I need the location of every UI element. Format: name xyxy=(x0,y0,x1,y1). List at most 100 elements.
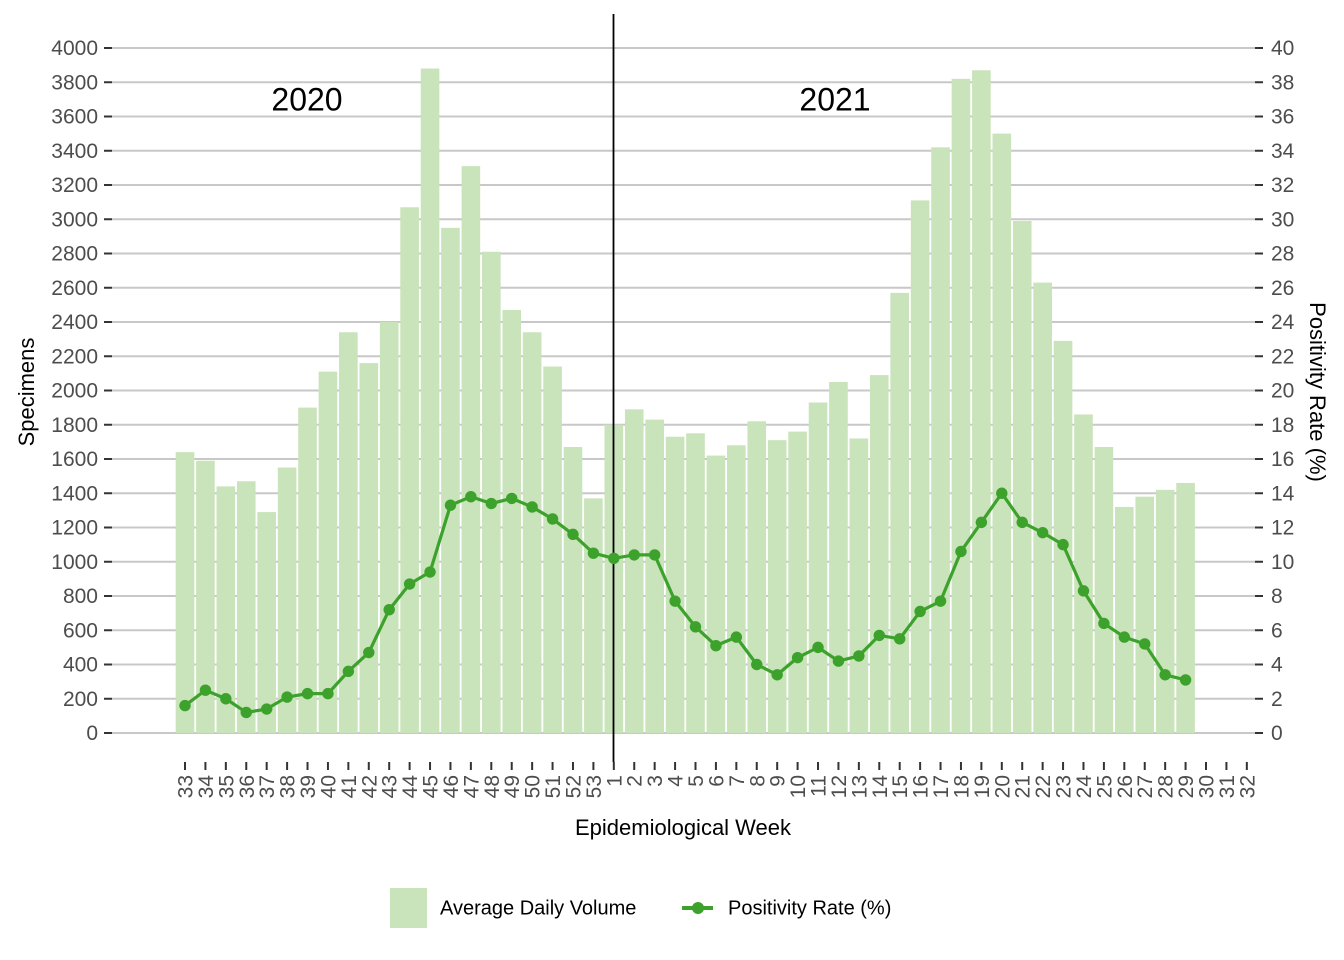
x-tick-label-1: 1 xyxy=(603,775,626,787)
x-tick-label-34: 34 xyxy=(195,775,218,799)
positivity-point-week-50 xyxy=(526,501,538,513)
bar-week-47 xyxy=(461,166,481,734)
bar-week-48 xyxy=(482,251,501,733)
x-tick-label-5: 5 xyxy=(685,775,708,787)
x-tick-label-24: 24 xyxy=(1073,775,1096,799)
bar-week-44 xyxy=(400,207,419,733)
positivity-point-week-17 xyxy=(934,595,947,607)
x-tick-label-33: 33 xyxy=(175,775,198,798)
positivity-point-week-14 xyxy=(873,629,885,642)
positivity-point-week-34 xyxy=(199,684,212,696)
left-tick-label-3200: 3200 xyxy=(51,174,98,197)
bar-week-20 xyxy=(992,133,1012,733)
right-tick-label-38: 38 xyxy=(1271,71,1294,94)
positivity-point-week-48 xyxy=(485,497,497,510)
right-tick-label-16: 16 xyxy=(1271,448,1294,471)
bar-week-23 xyxy=(1053,340,1073,733)
x-tick-label-29: 29 xyxy=(1175,775,1198,798)
bar-week-52 xyxy=(563,447,583,733)
positivity-point-week-5 xyxy=(689,621,702,633)
bar-week-37 xyxy=(257,512,276,733)
right-tick-label-12: 12 xyxy=(1271,517,1294,540)
positivity-point-week-22 xyxy=(1036,526,1049,539)
bar-week-10 xyxy=(788,431,807,733)
positivity-point-week-23 xyxy=(1057,538,1069,551)
bar-week-38 xyxy=(277,467,297,733)
x-tick-label-28: 28 xyxy=(1155,775,1178,798)
positivity-point-week-26 xyxy=(1118,631,1131,643)
x-tick-label-46: 46 xyxy=(440,775,463,798)
x-tick-label-22: 22 xyxy=(1032,775,1055,798)
right-tick-label-32: 32 xyxy=(1271,174,1294,197)
positivity-point-week-38 xyxy=(281,691,293,703)
x-tick-label-31: 31 xyxy=(1216,775,1239,798)
bar-week-25 xyxy=(1094,447,1114,733)
right-tick-label-22: 22 xyxy=(1271,345,1294,368)
left-tick-label-0: 0 xyxy=(86,722,98,745)
x-tick-label-36: 36 xyxy=(236,775,259,798)
x-tick-label-48: 48 xyxy=(481,775,504,798)
positivity-point-week-44 xyxy=(403,578,416,590)
positivity-point-week-13 xyxy=(853,650,865,662)
x-tick-label-41: 41 xyxy=(338,775,361,798)
positivity-point-week-36 xyxy=(240,706,252,719)
x-tick-label-4: 4 xyxy=(665,775,688,787)
positivity-point-week-8 xyxy=(751,658,763,671)
bar-week-36 xyxy=(236,481,256,733)
bar-week-45 xyxy=(420,68,440,734)
positivity-point-week-52 xyxy=(567,528,579,541)
left-tick-label-200: 200 xyxy=(63,688,98,711)
bar-week-14 xyxy=(869,375,889,733)
x-tick-label-10: 10 xyxy=(787,775,810,798)
positivity-point-week-47 xyxy=(465,490,477,503)
x-tick-label-12: 12 xyxy=(828,775,851,798)
positivity-point-week-27 xyxy=(1139,638,1151,650)
bar-week-39 xyxy=(298,407,317,733)
bar-week-16 xyxy=(910,200,930,734)
x-tick-label-3: 3 xyxy=(644,775,667,787)
bar-week-26 xyxy=(1115,506,1134,733)
positivity-point-week-11 xyxy=(812,641,824,654)
left-tick-label-3400: 3400 xyxy=(51,140,98,163)
x-tick-label-37: 37 xyxy=(256,775,279,798)
positivity-point-week-4 xyxy=(669,595,681,607)
left-tick-label-2200: 2200 xyxy=(51,345,98,368)
x-tick-label-14: 14 xyxy=(869,775,892,799)
x-tick-label-9: 9 xyxy=(767,775,790,787)
bar-week-49 xyxy=(502,310,522,733)
bar-week-3 xyxy=(645,419,664,733)
bar-week-33 xyxy=(175,452,195,733)
legend-line-dot-icon xyxy=(691,902,704,914)
bar-week-53 xyxy=(584,498,603,733)
x-tick-label-27: 27 xyxy=(1134,775,1157,798)
x-tick-label-52: 52 xyxy=(562,775,585,798)
x-tick-label-51: 51 xyxy=(542,775,565,798)
positivity-point-week-20 xyxy=(996,487,1008,499)
x-tick-label-19: 19 xyxy=(971,775,994,798)
bar-week-34 xyxy=(196,460,215,733)
bar-week-12 xyxy=(829,381,848,733)
positivity-point-week-49 xyxy=(506,492,518,505)
bar-week-46 xyxy=(441,227,460,733)
positivity-point-week-28 xyxy=(1159,669,1171,681)
left-tick-label-1600: 1600 xyxy=(51,448,98,471)
positivity-point-week-2 xyxy=(628,549,640,561)
bar-week-6 xyxy=(706,455,726,733)
positivity-point-week-41 xyxy=(342,665,355,678)
right-tick-label-10: 10 xyxy=(1271,551,1294,574)
x-tick-label-6: 6 xyxy=(705,775,728,787)
year-label-2021: 2021 xyxy=(799,81,871,118)
positivity-point-week-9 xyxy=(771,669,783,681)
x-tick-label-49: 49 xyxy=(501,775,524,798)
positivity-point-week-3 xyxy=(648,549,661,561)
positivity-point-week-40 xyxy=(322,687,334,700)
x-tick-label-47: 47 xyxy=(460,775,483,798)
x-tick-label-16: 16 xyxy=(910,775,933,798)
bar-week-4 xyxy=(665,436,685,733)
left-tick-label-2000: 2000 xyxy=(51,380,98,403)
legend-line-swatch xyxy=(682,902,713,914)
x-tick-label-18: 18 xyxy=(950,775,973,798)
positivity-point-week-19 xyxy=(975,516,988,529)
left-tick-label-2600: 2600 xyxy=(51,277,98,300)
